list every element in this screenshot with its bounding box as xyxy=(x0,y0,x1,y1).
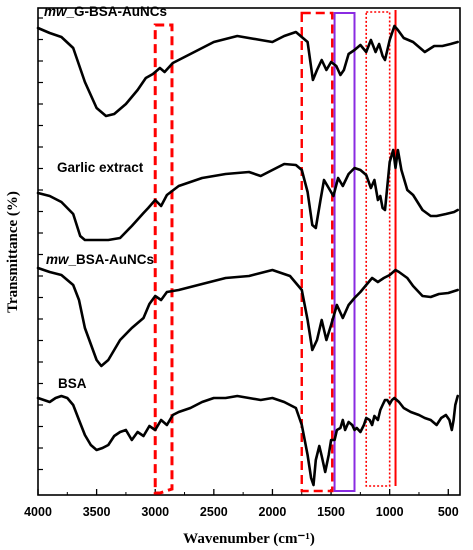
spectrum-line xyxy=(36,266,459,368)
spectrum-line xyxy=(36,24,459,118)
highlight-boxes xyxy=(153,10,397,495)
x-tick-label: 1500 xyxy=(317,505,345,519)
highlight-box xyxy=(333,12,356,492)
x-tick-label: 1000 xyxy=(376,505,404,519)
spectrum-line xyxy=(36,394,459,487)
y-ticks xyxy=(38,17,43,471)
x-tick-label: 2000 xyxy=(259,505,287,519)
x-tick-label: 3500 xyxy=(83,505,111,519)
spectrum-line xyxy=(36,148,459,242)
x-axis-ticks: 4000 3500 3000 2500 2000 1500 1000 500 xyxy=(24,489,459,519)
spectra xyxy=(36,24,459,487)
x-tick-label: 500 xyxy=(438,505,459,519)
x-tick-label: 2500 xyxy=(200,505,228,519)
series-label-garlic-extract: Garlic extract xyxy=(57,160,144,175)
highlight-box xyxy=(365,11,391,487)
series-label-bsa: BSA xyxy=(58,376,87,391)
highlight-box xyxy=(153,23,174,495)
x-tick-label: 4000 xyxy=(24,505,52,519)
x-axis-title: Wavenumber (cm⁻¹) xyxy=(183,531,315,547)
highlight-box xyxy=(300,11,334,493)
series-label-mw-bsa-aunc: mw_BSA-AuNCs xyxy=(46,252,154,267)
series-label-mw-g-bsa-aunc: mw_G-BSA-AuNCs xyxy=(44,4,167,19)
y-axis-title: Transmittance (%) xyxy=(5,191,21,313)
plot-frame xyxy=(37,7,461,496)
x-tick-label: 3000 xyxy=(141,505,169,519)
